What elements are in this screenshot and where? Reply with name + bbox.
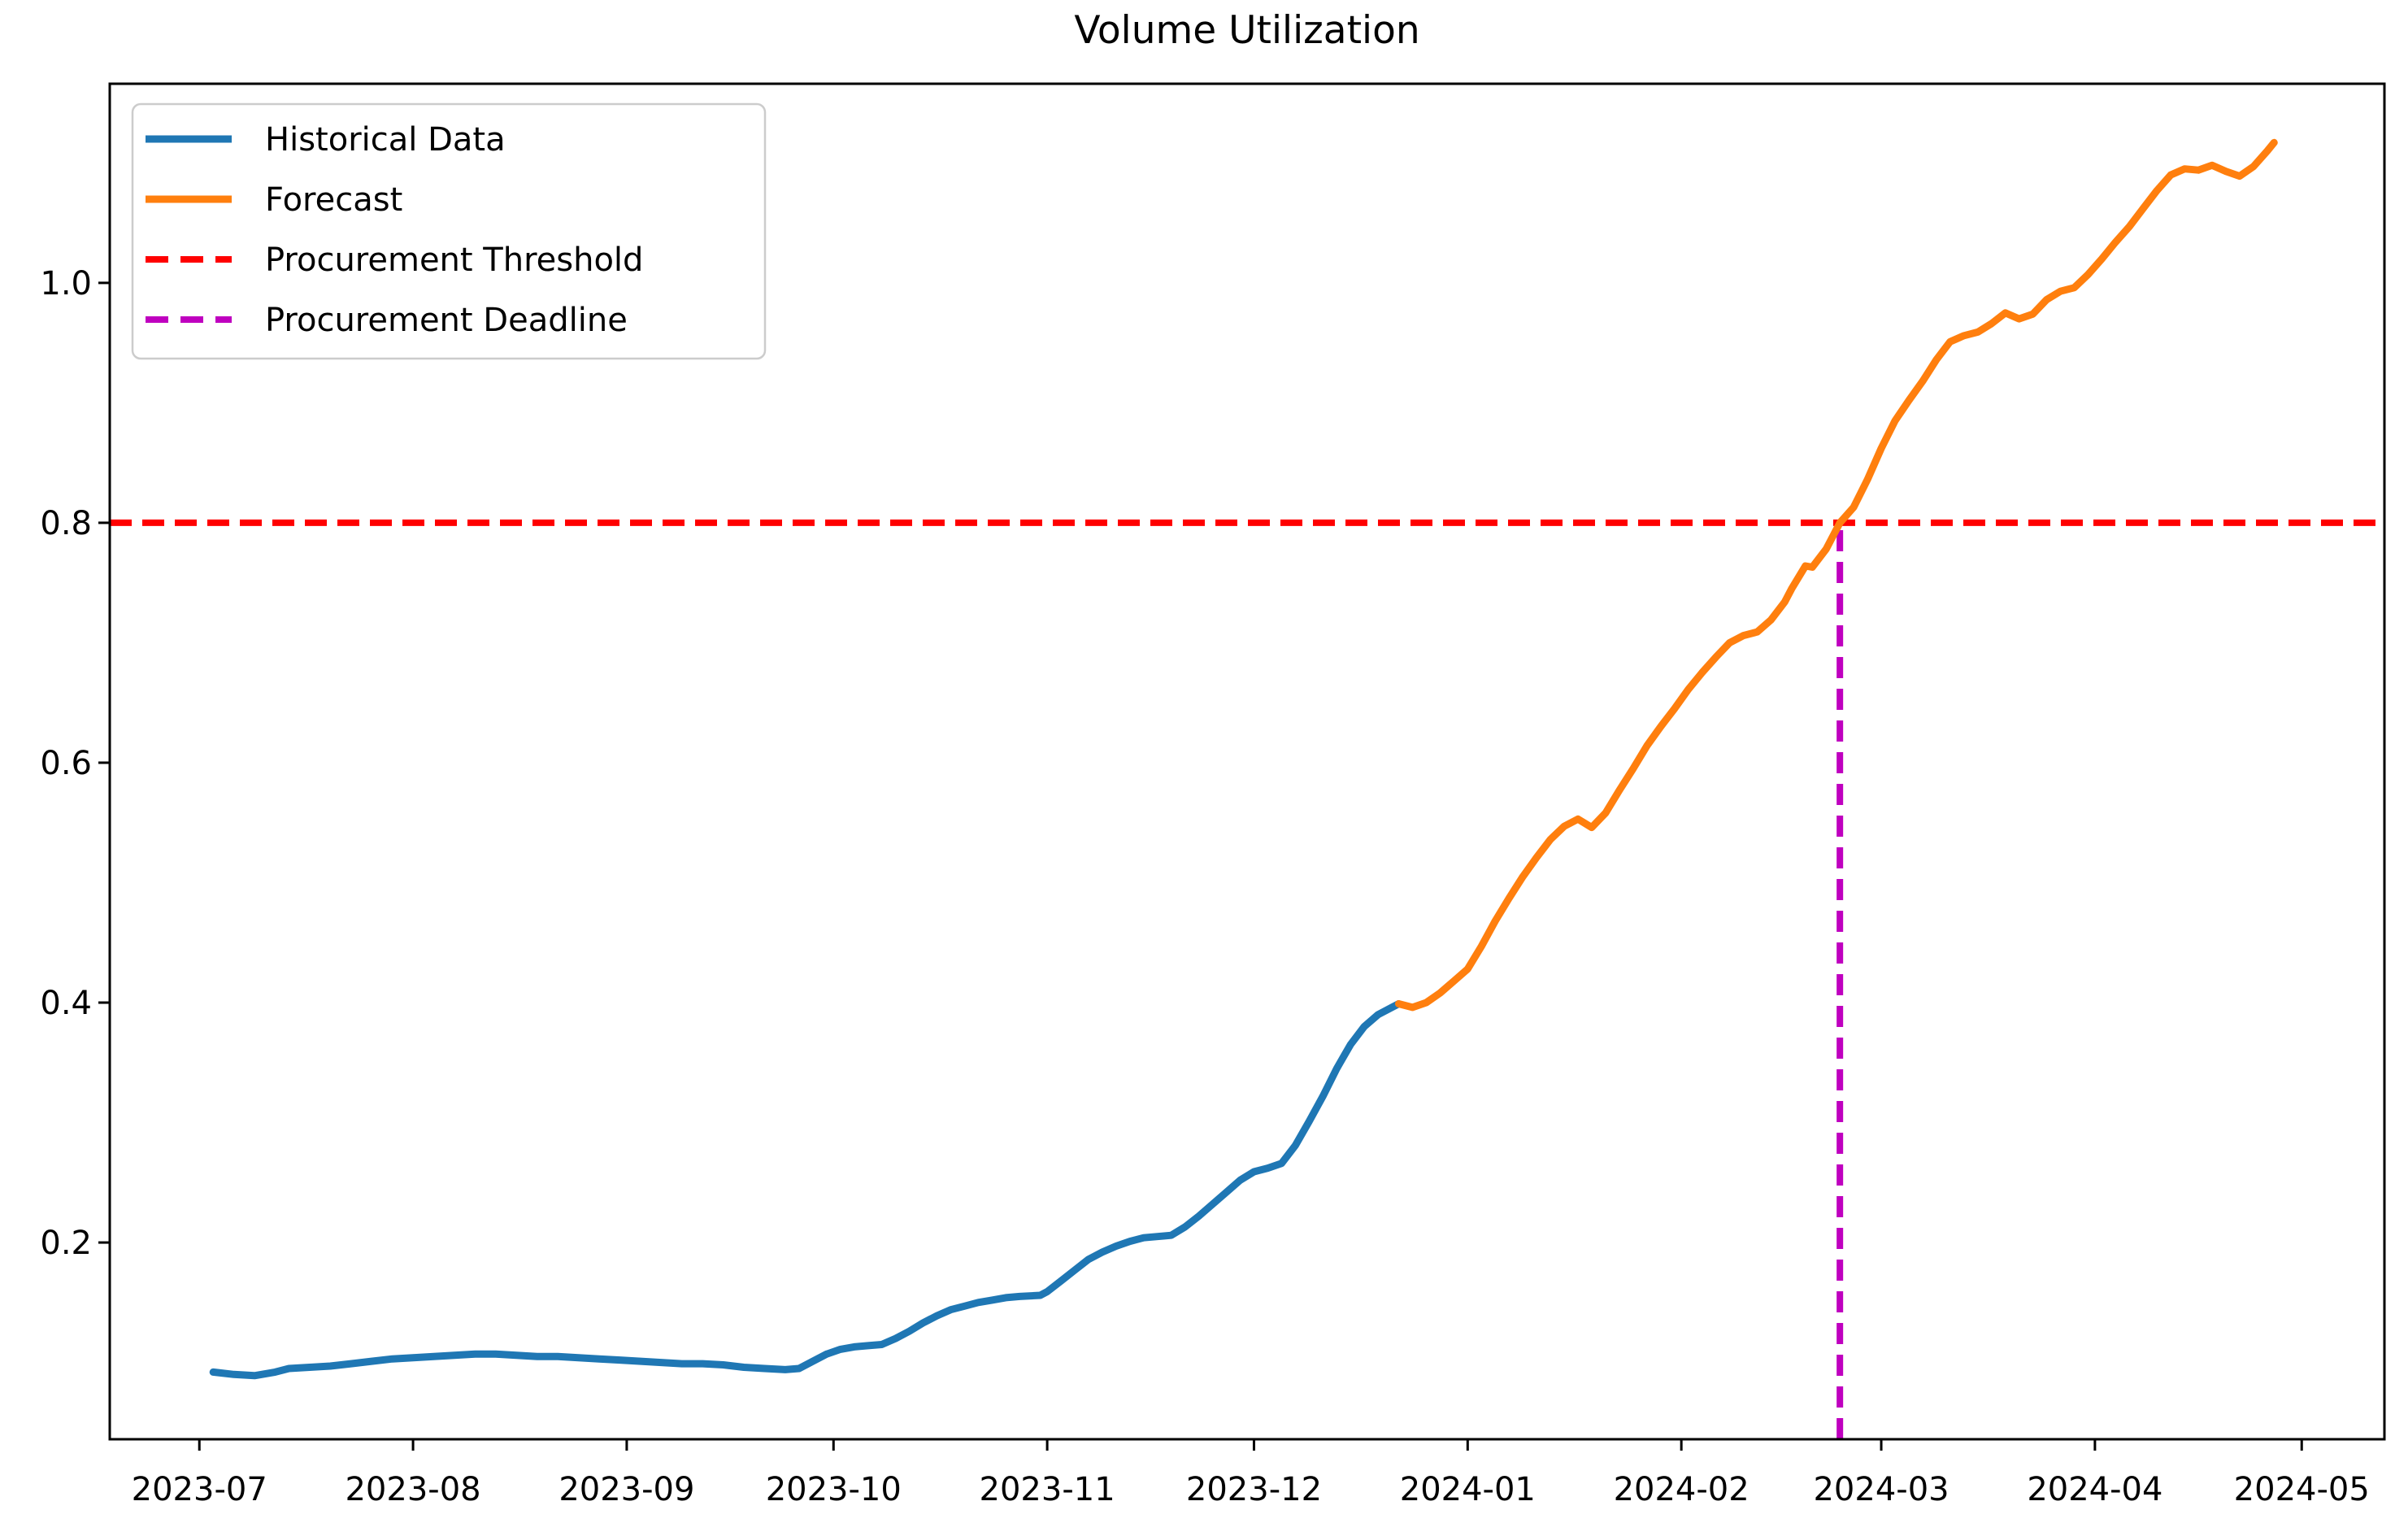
legend-box <box>131 102 767 360</box>
x-tick-label: 2024-03 <box>1813 1471 1949 1508</box>
forecast-line <box>1395 138 2278 1012</box>
legend-label-3: Procurement Threshold <box>265 242 643 279</box>
x-tick-label: 2024-02 <box>1614 1471 1749 1508</box>
y-axis: 0.2 0.4 0.6 0.8 1.0 <box>40 265 110 1262</box>
x-tick-label: 2023-07 <box>132 1471 267 1508</box>
x-axis: 2023-07 2023-08 2023-09 2023-10 2023-11 2023-… <box>132 1439 2370 1508</box>
x-tick-label: 2023-12 <box>1186 1471 1322 1508</box>
legend-label-2: Forecast <box>265 181 402 219</box>
plot-lines <box>110 138 2384 1439</box>
y-tick-label: 1.0 <box>40 265 92 302</box>
x-tick-label: 2023-09 <box>559 1471 694 1508</box>
x-tick-label: 2023-11 <box>980 1471 1115 1508</box>
x-tick-label: 2024-04 <box>2027 1471 2162 1508</box>
y-tick-label: 0.6 <box>40 745 92 782</box>
x-tick-label: 2024-01 <box>1400 1471 1536 1508</box>
y-tick-label: 0.4 <box>40 985 92 1022</box>
chart-title: Volume Utilization <box>1074 8 1419 53</box>
x-tick-label: 2023-10 <box>766 1471 902 1508</box>
historical-data-line <box>209 1000 1402 1380</box>
x-tick-label: 2024-05 <box>2234 1471 2370 1508</box>
x-tick-label: 2023-08 <box>345 1471 480 1508</box>
y-tick-label: 0.8 <box>40 505 92 542</box>
legend: Historical Data Forecast Procurement Thres… <box>131 102 767 360</box>
y-tick-label: 0.2 <box>40 1225 92 1262</box>
legend-label-1: Historical Data <box>265 121 506 159</box>
legend-label-4: Procurement Deadline <box>265 302 628 339</box>
